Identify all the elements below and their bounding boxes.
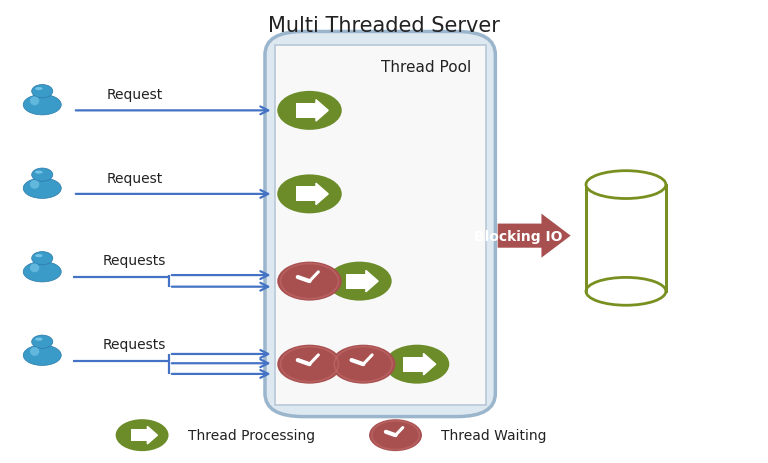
Circle shape (277, 262, 342, 301)
Ellipse shape (30, 181, 39, 189)
Ellipse shape (23, 179, 61, 199)
Ellipse shape (30, 347, 39, 356)
Circle shape (277, 92, 342, 131)
Text: Request: Request (106, 171, 163, 185)
Circle shape (331, 345, 396, 384)
Polygon shape (147, 426, 157, 444)
Bar (296, 104, 316, 119)
Text: Request: Request (106, 88, 163, 102)
Text: Multi Threaded Server: Multi Threaded Server (268, 16, 500, 36)
Polygon shape (423, 354, 435, 375)
Ellipse shape (31, 335, 53, 349)
Circle shape (385, 345, 449, 384)
FancyArrow shape (498, 214, 571, 258)
Ellipse shape (586, 171, 666, 199)
Ellipse shape (35, 171, 43, 174)
Ellipse shape (23, 95, 61, 116)
Bar (346, 274, 366, 289)
Circle shape (369, 419, 422, 451)
FancyBboxPatch shape (275, 46, 486, 405)
Ellipse shape (23, 262, 61, 282)
Bar (296, 187, 316, 202)
Text: Blocking IO: Blocking IO (474, 229, 563, 243)
Text: Thread Waiting: Thread Waiting (441, 428, 547, 442)
Circle shape (277, 345, 342, 384)
Ellipse shape (31, 169, 53, 182)
Ellipse shape (30, 264, 39, 273)
Ellipse shape (35, 338, 43, 341)
Text: Thread Pool: Thread Pool (381, 60, 472, 75)
Circle shape (277, 175, 342, 214)
Bar (403, 357, 423, 372)
Ellipse shape (35, 88, 43, 91)
Ellipse shape (23, 345, 61, 366)
FancyBboxPatch shape (265, 32, 495, 417)
Ellipse shape (30, 97, 39, 106)
Polygon shape (366, 271, 378, 292)
Ellipse shape (31, 85, 53, 99)
Text: Thread Processing: Thread Processing (187, 428, 315, 442)
Circle shape (116, 419, 168, 451)
Bar (131, 429, 147, 441)
Polygon shape (316, 100, 328, 122)
Text: Requests: Requests (103, 254, 166, 268)
Polygon shape (316, 184, 328, 205)
Circle shape (327, 262, 392, 301)
Ellipse shape (586, 278, 666, 306)
Ellipse shape (35, 255, 43, 257)
Text: Requests: Requests (103, 337, 166, 351)
Bar (586, 185, 666, 292)
Ellipse shape (31, 252, 53, 265)
